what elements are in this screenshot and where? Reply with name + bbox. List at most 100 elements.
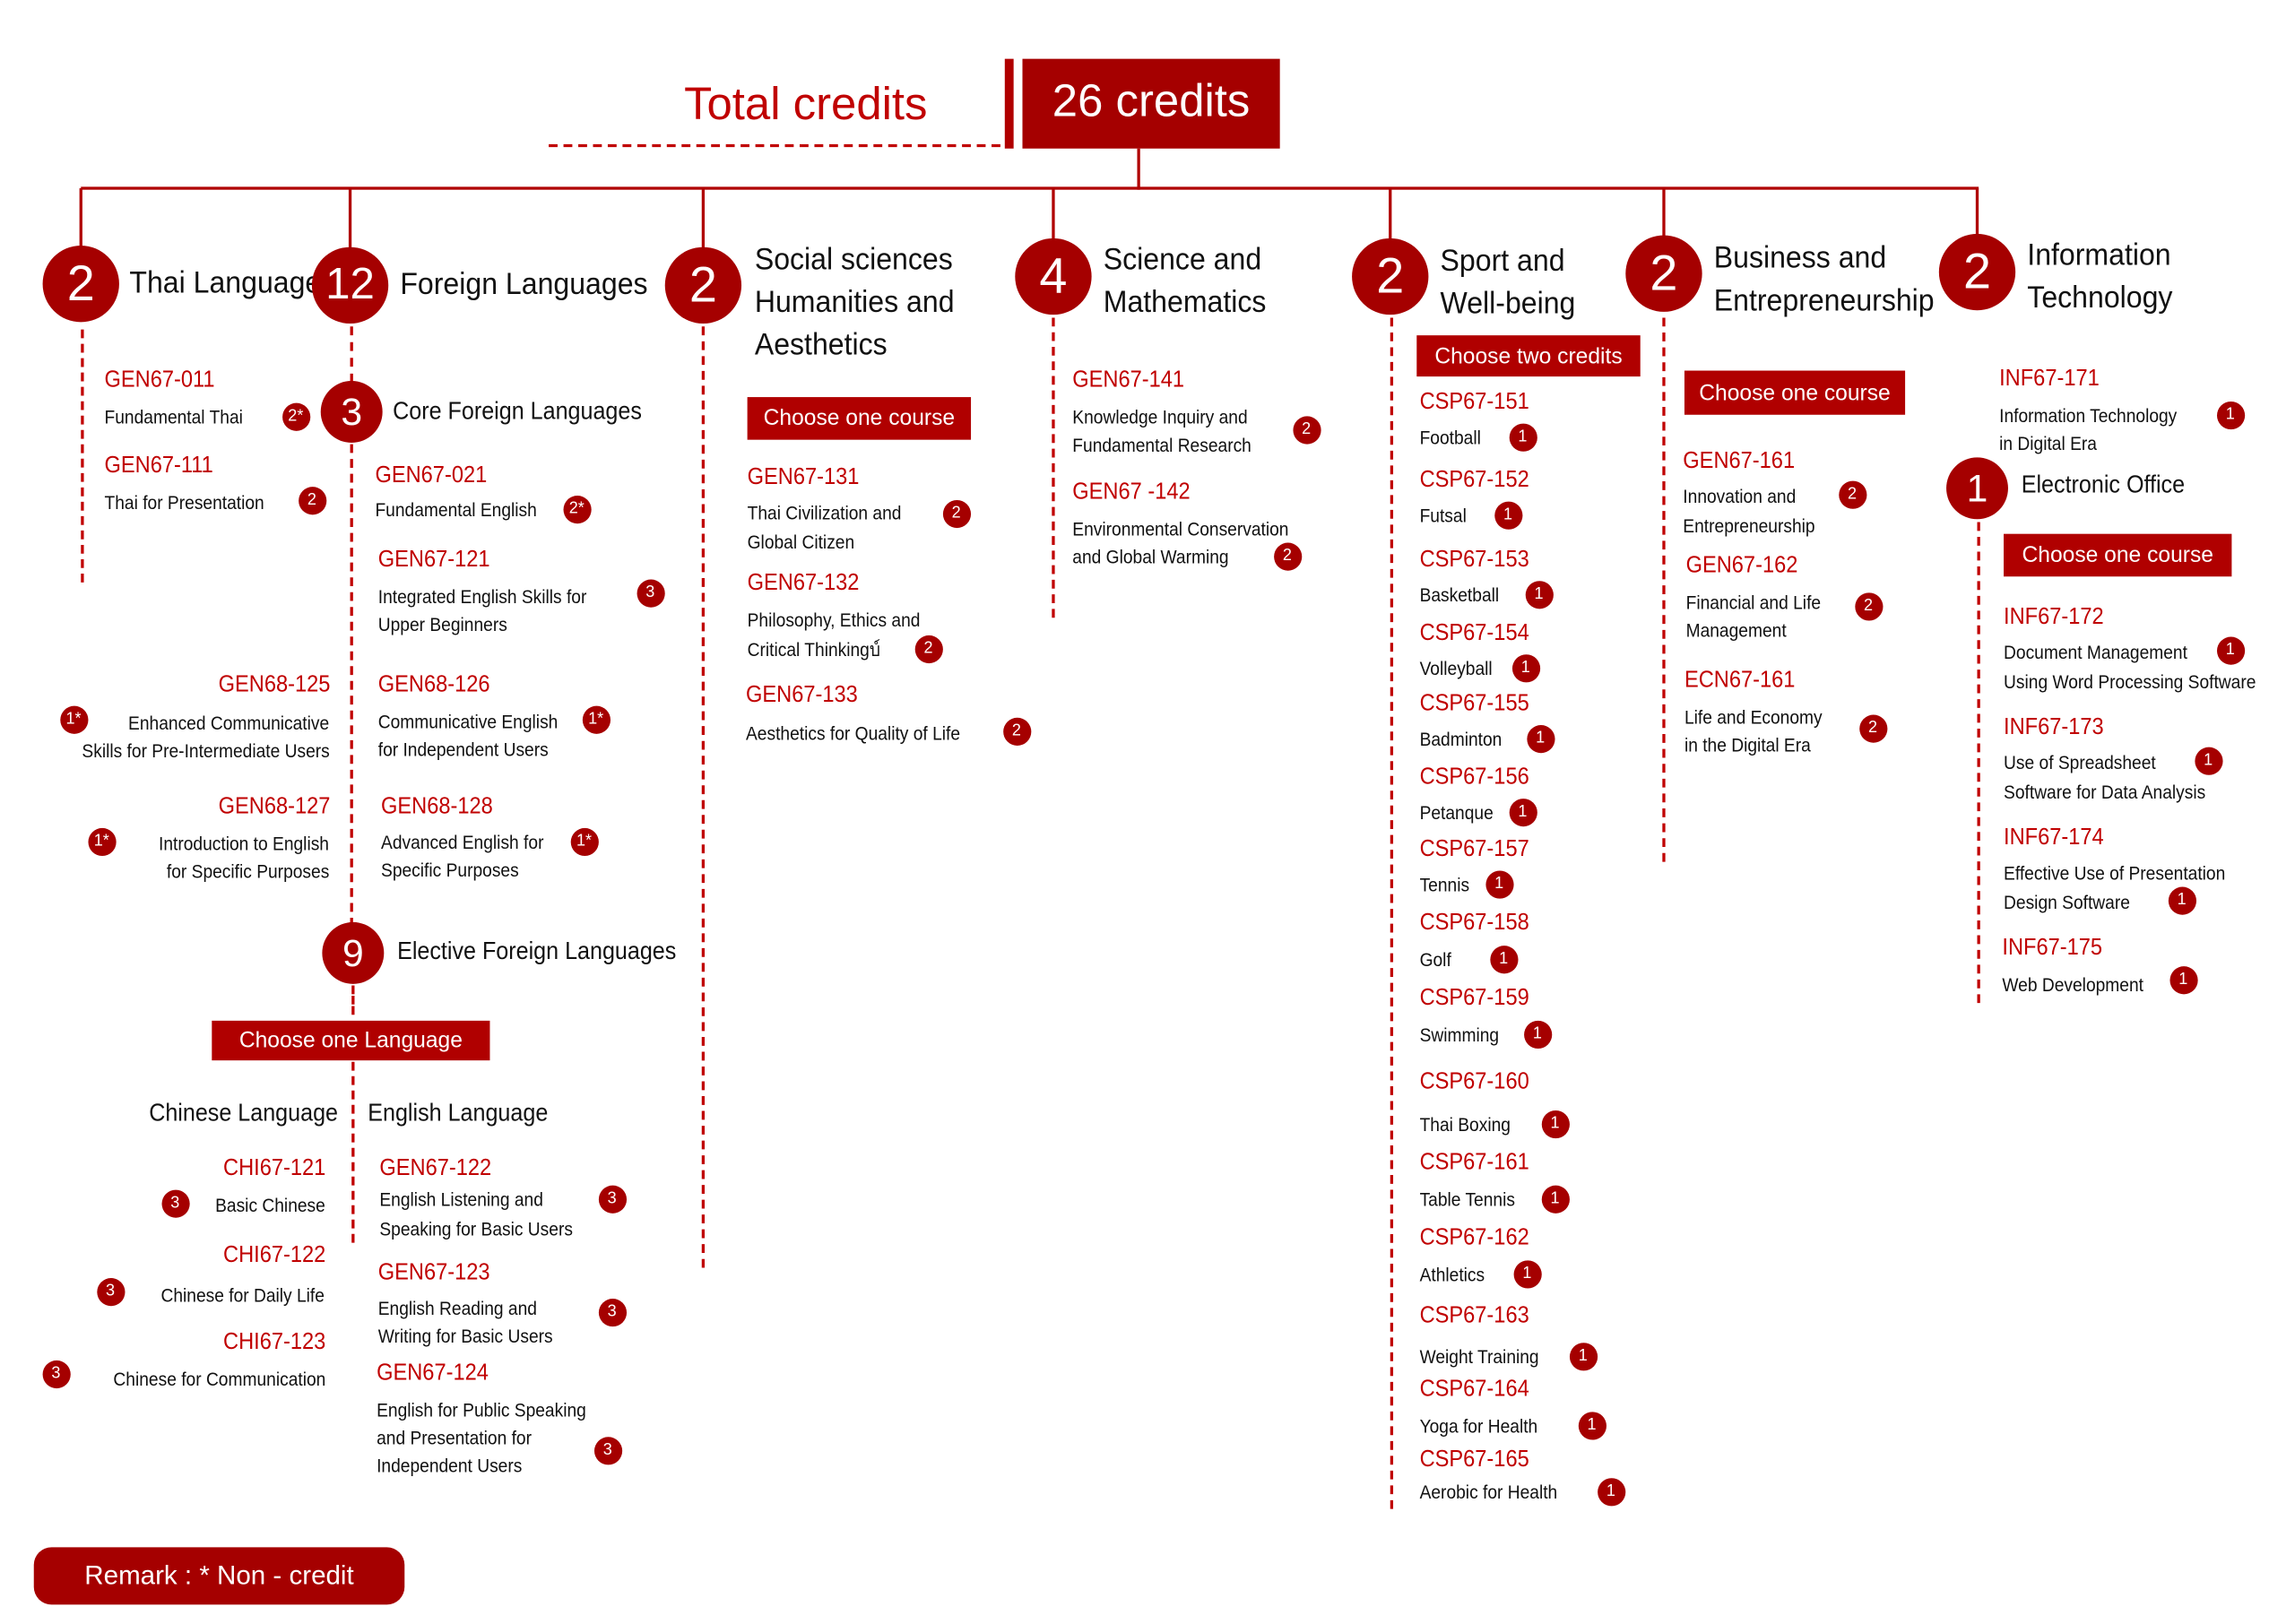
course-name: for Independent Users — [377, 738, 549, 761]
credit-badge: 2 — [298, 486, 326, 514]
course-name: Information Technology — [1999, 403, 2178, 427]
course-code: CSP67-161 — [1419, 1150, 1529, 1176]
category-title: Social sciences — [754, 242, 953, 277]
tree-drop-line — [701, 188, 706, 256]
credit-badge: 2 — [1838, 479, 1866, 508]
course-name: Chinese for Daily Life — [161, 1283, 325, 1306]
course-code: CHI67-121 — [222, 1155, 325, 1181]
subgroup-title: Core Foreign Languages — [393, 397, 642, 426]
course-name: in the Digital Era — [1684, 733, 1811, 756]
dashed-connector — [351, 985, 355, 1015]
course-name: Fundamental English — [375, 497, 537, 521]
course-code: GEN67-021 — [375, 462, 488, 488]
dashed-connector — [1390, 317, 1394, 1509]
course-name: Futsal — [1419, 504, 1467, 526]
course-name: Critical Thinkingบ์ — [747, 637, 881, 660]
course-name: Badminton — [1419, 727, 1503, 750]
course-name: Yoga for Health — [1419, 1413, 1538, 1437]
category-title: Science and — [1103, 242, 1262, 277]
course-code: CHI67-123 — [222, 1329, 325, 1355]
course-name: Volleyball — [1419, 656, 1493, 679]
course-code: GEN67-141 — [1072, 367, 1185, 393]
course-code: CSP67-163 — [1419, 1302, 1529, 1328]
credit-badge: 1 — [1524, 580, 1554, 609]
course-name: Upper Beginners — [377, 613, 507, 635]
category-credits-circle: 4 — [1015, 238, 1092, 315]
course-code: CSP67-160 — [1419, 1069, 1529, 1094]
course-name: Tennis — [1419, 872, 1470, 895]
choose-instruction: Choose one course — [747, 397, 972, 440]
course-code: GEN67-111 — [104, 453, 213, 479]
credit-badge: 3 — [598, 1298, 627, 1326]
course-code: INF67-173 — [2004, 714, 2104, 740]
language-heading: Chinese Language — [149, 1098, 339, 1127]
course-code: ECN67-161 — [1684, 668, 1796, 693]
category-title: Sport and — [1440, 244, 1565, 279]
course-name: Financial and Life — [1685, 590, 1822, 613]
course-name: English for Public Speaking — [377, 1397, 586, 1421]
course-name: Independent Users — [377, 1454, 523, 1476]
course-name: Philosophy, Ethics and — [747, 608, 921, 631]
credit-badge: 1 — [1577, 1411, 1606, 1439]
credit-badge: 1 — [1540, 1110, 1570, 1138]
category-title: Aesthetics — [754, 327, 888, 362]
credit-badge: 1* — [59, 704, 88, 734]
course-code: GEN67-161 — [1683, 448, 1796, 474]
credit-badge: 1* — [582, 704, 611, 734]
course-name: Fundamental Research — [1072, 434, 1251, 456]
credit-badge: 2 — [1273, 541, 1302, 570]
course-name: Environmental Conservation — [1072, 516, 1289, 540]
course-code: GEN67-131 — [747, 464, 860, 490]
category-title: Technology — [2027, 281, 2173, 315]
tree-drop-line — [1389, 188, 1392, 247]
course-name: Specific Purposes — [381, 859, 519, 881]
choose-instruction: Choose two credits — [1416, 335, 1641, 377]
credit-badge: 2 — [942, 499, 971, 528]
course-name: Web Development — [2002, 972, 2144, 996]
course-code: GEN67-122 — [379, 1155, 492, 1181]
credit-badge: 2 — [1002, 716, 1031, 746]
course-code: CSP67-158 — [1419, 910, 1529, 936]
category-title: Entrepreneurship — [1713, 283, 1935, 318]
course-code: CSP67-165 — [1419, 1447, 1529, 1473]
course-code: GEN67-124 — [377, 1360, 489, 1386]
course-code: GEN67-121 — [377, 547, 490, 573]
course-code: GEN67 -142 — [1072, 479, 1191, 505]
course-name: Swimming — [1419, 1023, 1500, 1045]
course-name: in Digital Era — [1999, 432, 2097, 455]
course-name: Petanque — [1419, 800, 1494, 824]
category-title: Well-being — [1440, 286, 1576, 321]
credit-badge: 1 — [2168, 885, 2196, 914]
course-name: Chinese for Communication — [112, 1367, 325, 1389]
tree-drop-line — [79, 188, 82, 255]
credit-badge: 3 — [96, 1277, 125, 1306]
course-name: and Presentation for — [377, 1425, 533, 1448]
credit-badge: 3 — [598, 1184, 627, 1214]
credit-badge: 1 — [2169, 965, 2197, 994]
course-name: Table Tennis — [1419, 1188, 1515, 1210]
course-name: Software for Data Analysis — [2004, 780, 2206, 803]
dashed-connector — [1662, 317, 1666, 862]
subgroup-title: Elective Foreign Languages — [397, 937, 677, 965]
title-dashed-underline — [549, 143, 1000, 148]
course-name: Design Software — [2004, 890, 2130, 913]
course-name: Integrated English Skills for — [377, 584, 587, 607]
language-heading: English Language — [368, 1098, 549, 1127]
credit-badge: 1 — [1523, 1020, 1552, 1049]
course-name: English Reading and — [377, 1296, 537, 1319]
course-code: GEN67-132 — [747, 570, 860, 596]
course-code: GEN68-127 — [217, 794, 330, 820]
category-title: Business and — [1713, 241, 1887, 275]
total-credits-box: 26 credits — [1022, 58, 1280, 149]
course-name: Golf — [1419, 947, 1451, 971]
dashed-connector — [350, 326, 353, 383]
course-name: Life and Economy — [1684, 704, 1823, 728]
course-name: Weight Training — [1419, 1344, 1539, 1368]
course-name: Management — [1685, 618, 1787, 642]
credit-badge: 1 — [1508, 798, 1537, 826]
tree-drop-line — [1052, 188, 1055, 247]
credit-badge: 2 — [1292, 415, 1321, 444]
course-code: GEN67-162 — [1685, 553, 1798, 578]
course-code: GEN67-011 — [104, 367, 215, 393]
course-name: Athletics — [1419, 1262, 1485, 1285]
